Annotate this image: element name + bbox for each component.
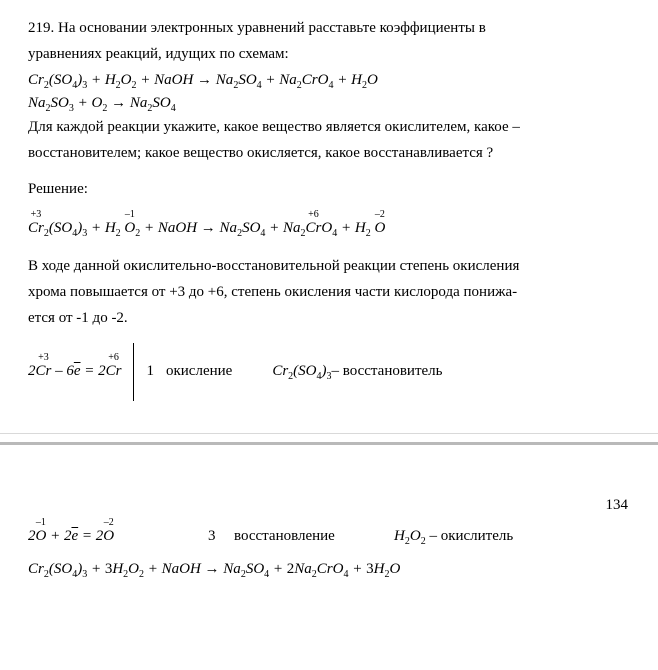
oxidation-state-equation: +3Cr2(SO4)3 + H2 –1O2 + NaOH → Na2SO4 + … [28,218,630,240]
half1-cr-a-top: +3 [38,353,49,363]
half2-note: H2O2 – окислитель [394,528,513,545]
balanced-equation: Cr2(SO4)3 + 3H2O2 + NaOH → Na2SO4 + 2Na2… [0,551,658,596]
ox-o-left-top: –1 [125,210,135,220]
question-line2: восстановителем; какое вещество окисляет… [28,143,630,165]
half2-equation: 2–1O + 2e = 2–2O [28,528,208,545]
half2-o-a-top: –1 [36,518,46,528]
solution-label: Решение: [28,179,630,201]
half-reaction-2-row: 2–1O + 2e = 2–2O 3 восстановление H2O2 –… [0,518,658,551]
explain-line1: В ходе данной окислительно-восстановител… [28,256,630,278]
problem-intro-line1: 219. На основании электронных уравнений … [28,18,630,40]
half-reaction-1-row: 2+3Cr – 6e = 2+6Cr 1 окисление Cr2(SO4)3… [28,343,630,401]
blank-band [0,445,658,497]
page-body: 219. На основании электронных уравнений … [0,0,658,411]
intro-a: На основании электронных уравнений расст… [58,20,486,36]
problem-number: 219. [28,20,54,36]
half2-o-b-top: –2 [104,518,114,528]
half1-note-tail: – восстановитель [332,361,443,383]
scheme-eq-2: Na2SO3 + O2 → Na2SO4 [28,93,630,115]
half2-factor: 3 [208,528,234,545]
page-number: 134 [0,497,658,518]
ox-cr2-top: +6 [308,210,319,220]
scheme-eq-1: Cr2(SO4)3 + H2O2 + NaOH → Na2SO4 + Na2Cr… [28,70,630,92]
half1-label: окисление [166,343,272,401]
question-line1: Для каждой реакции укажите, какое вещест… [28,117,630,139]
half1-equation: 2+3Cr – 6e = 2+6Cr [28,343,133,401]
page-divider [0,433,658,445]
half2-label: восстановление [234,528,394,545]
explain-line3: ется от -1 до -2. [28,308,630,330]
half1-note: Cr2(SO4)3 – восстановитель [272,343,442,401]
explain-line2: хрома повышается от +3 до +6, степень ок… [28,282,630,304]
ox-cr-top: +3 [31,210,42,220]
half1-cr-b-top: +6 [108,353,119,363]
ox-o-right-top: –2 [375,210,385,220]
half2-note-tail: – окислитель [426,528,514,544]
problem-intro-line2: уравнениях реакций, идущих по схемам: [28,44,630,66]
half1-factor: 1 [134,343,166,401]
